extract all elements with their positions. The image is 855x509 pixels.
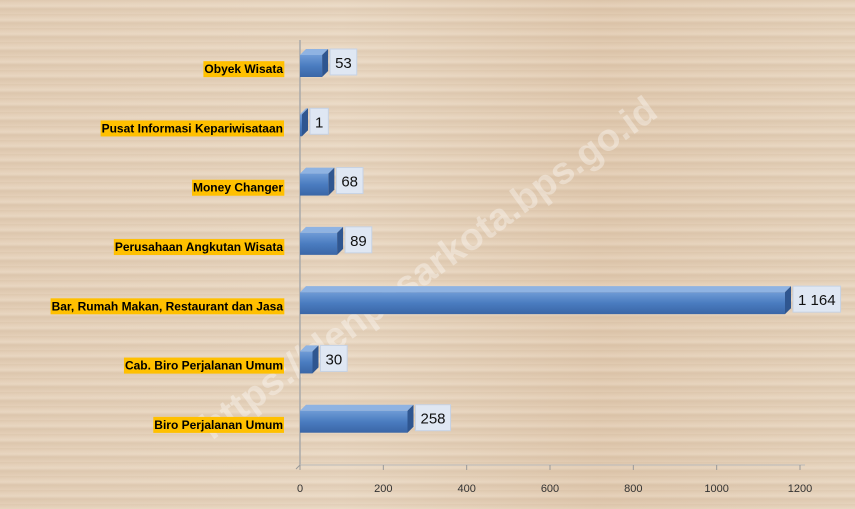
value-label: 1: [315, 114, 323, 131]
bar: [300, 232, 338, 255]
category-label-group: Cab. Biro Perjalanan Umum: [123, 357, 284, 374]
bar-side: [302, 108, 308, 137]
value-label: 258: [421, 411, 446, 428]
category-highlight: [203, 61, 285, 78]
value-label-group: 1 164: [792, 285, 842, 313]
bar-top: [300, 404, 414, 411]
bar: [300, 173, 329, 196]
category-highlight: [100, 120, 284, 137]
bar-side: [407, 404, 414, 433]
value-label-box: [344, 226, 373, 254]
value-label-box: [329, 48, 358, 76]
value-label: 89: [350, 233, 367, 250]
x-tick-label: 1000: [704, 483, 728, 495]
category-label: Obyek Wisata: [204, 62, 283, 76]
category-label: Pusat Informasi Kepariwisataan: [102, 121, 283, 135]
category-highlight: [153, 416, 284, 433]
bar-top: [300, 286, 791, 293]
bar-top: [300, 345, 319, 352]
bar: [300, 410, 408, 433]
bar: [300, 292, 785, 315]
value-label: 68: [341, 174, 358, 191]
bar: [300, 55, 323, 77]
value-label-group: 1: [309, 107, 329, 135]
value-label-box: [320, 344, 348, 372]
bar-top: [300, 226, 344, 233]
x-tick-label: 200: [374, 483, 392, 495]
value-label-group: 89: [344, 226, 373, 254]
bar-side: [337, 226, 344, 255]
value-label-group: 53: [329, 48, 358, 76]
x-tick-label: 0: [297, 483, 303, 495]
category-highlight: [50, 298, 285, 315]
value-label-box: [335, 167, 364, 195]
category-label: Bar, Rumah Makan, Restaurant dan Jasa: [52, 299, 284, 313]
category-label-group: Money Changer: [191, 179, 285, 196]
axis-depth: [295, 464, 301, 470]
value-label-box: [415, 404, 452, 432]
bar-top: [300, 108, 308, 115]
bar-side: [322, 49, 329, 77]
category-label: Money Changer: [193, 181, 283, 195]
x-tick-label: 400: [457, 483, 475, 495]
value-label-box: [309, 107, 329, 135]
bar: [300, 351, 313, 374]
bar-top: [300, 49, 329, 55]
watermark: https://denpasarkota.bps.go.id: [193, 89, 665, 448]
value-label-group: 258: [415, 404, 452, 432]
bar-side: [328, 167, 335, 196]
category-label: Cab. Biro Perjalanan Umum: [125, 359, 283, 373]
value-label: 53: [335, 55, 352, 72]
value-label-group: 68: [335, 167, 364, 195]
bar: [300, 114, 302, 137]
category-highlight: [113, 239, 285, 256]
category-label: Biro Perjalanan Umum: [154, 418, 283, 432]
category-label-group: Obyek Wisata: [203, 61, 285, 78]
value-label-group: 30: [320, 344, 348, 372]
category-label-group: Perusahaan Angkutan Wisata: [113, 239, 285, 256]
bar-side: [312, 345, 319, 374]
value-label: 1 164: [798, 292, 836, 309]
category-label-group: Biro Perjalanan Umum: [153, 416, 284, 433]
category-highlight: [123, 357, 284, 374]
x-tick-label: 1200: [788, 483, 812, 495]
value-label-box: [792, 285, 842, 313]
category-highlight: [191, 179, 285, 196]
category-label: Perusahaan Angkutan Wisata: [115, 240, 283, 254]
category-label-group: Pusat Informasi Kepariwisataan: [100, 120, 284, 137]
bar-side: [785, 286, 791, 315]
bar-top: [300, 167, 335, 174]
category-label-group: Bar, Rumah Makan, Restaurant dan Jasa: [50, 298, 285, 315]
x-tick-label: 800: [624, 483, 642, 495]
value-label: 30: [326, 351, 343, 368]
x-tick-label: 600: [541, 483, 559, 495]
